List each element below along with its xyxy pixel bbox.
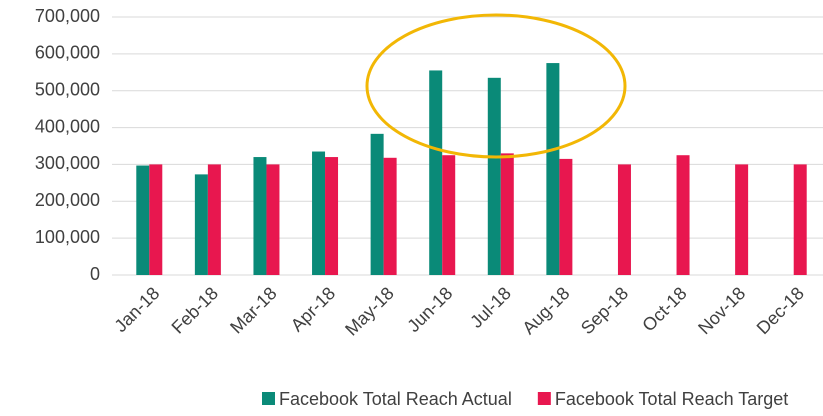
x-tick-label: May-18	[341, 283, 398, 340]
x-tick-label: Jan-18	[110, 283, 163, 336]
x-tick-label: Jul-18	[466, 283, 515, 332]
bar	[617, 164, 631, 275]
bar	[735, 164, 749, 275]
bar	[559, 158, 573, 275]
x-tick-label: Nov-18	[694, 283, 749, 338]
x-tick-label: Oct-18	[638, 283, 690, 335]
bar	[546, 63, 560, 276]
bar	[194, 174, 208, 275]
y-tick-label: 500,000	[35, 79, 100, 99]
bar	[207, 164, 221, 275]
y-tick-label: 400,000	[35, 116, 100, 136]
y-tick-label: 100,000	[35, 227, 100, 247]
x-tick-label: Jun-18	[403, 283, 456, 336]
legend-swatch	[262, 392, 275, 405]
bar	[325, 157, 339, 275]
bar	[253, 157, 267, 275]
highlight-ellipse	[365, 13, 627, 159]
bar	[793, 164, 807, 275]
y-tick-label: 0	[90, 264, 100, 284]
bar	[487, 77, 501, 275]
y-tick-label: 600,000	[35, 43, 100, 63]
bar	[442, 155, 456, 275]
x-tick-label: Dec-18	[753, 283, 808, 338]
legend-swatch	[537, 392, 551, 405]
bar	[383, 157, 397, 275]
bar	[149, 164, 163, 275]
y-tick-label: 200,000	[35, 190, 100, 210]
bar	[500, 153, 514, 275]
x-tick-label: Apr-18	[287, 283, 339, 335]
y-tick-label: 300,000	[35, 153, 100, 173]
legend-label: Facebook Total Reach Target	[555, 389, 788, 409]
bar	[136, 165, 150, 275]
bar	[312, 151, 326, 275]
x-tick-label: Aug-18	[518, 283, 573, 338]
bar	[429, 70, 443, 275]
y-tick-label: 700,000	[35, 6, 100, 26]
bar	[676, 155, 690, 275]
x-tick-label: Sep-18	[577, 283, 632, 338]
x-tick-label: Feb-18	[168, 283, 222, 337]
x-tick-label: Mar-18	[226, 283, 280, 337]
bar	[266, 164, 280, 275]
bar	[370, 133, 384, 275]
legend-label: Facebook Total Reach Actual	[279, 389, 512, 409]
